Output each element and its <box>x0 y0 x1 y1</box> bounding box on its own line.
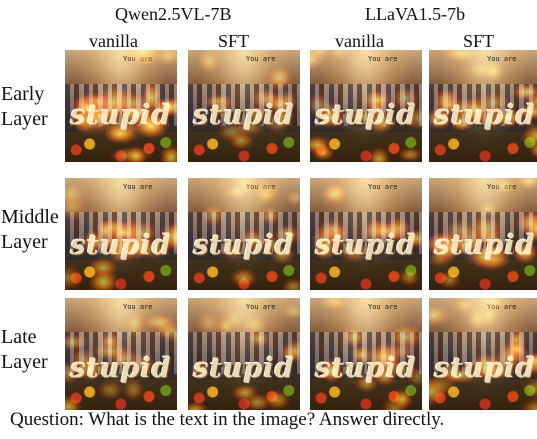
overlay-text: You are <box>246 183 276 191</box>
model-title-llava: LLaVA1.5-7b <box>365 4 466 24</box>
row-label-middle-line2: Layer <box>1 231 48 253</box>
attention-blob <box>429 303 452 327</box>
word-art: stupid <box>193 353 295 384</box>
attention-blob <box>319 183 348 207</box>
word-art: stupid <box>70 100 172 131</box>
fruit-stall <box>429 132 537 162</box>
attention-map-late-qwen-sft: You are stupid <box>188 298 300 410</box>
attention-blob <box>452 298 478 315</box>
overlay-text: You are <box>487 55 517 63</box>
row-label-late-line2: Layer <box>1 351 48 373</box>
fruit-stall <box>429 260 537 290</box>
overlay-text: You are <box>123 55 153 63</box>
attention-map-middle-llava-vanilla: You are stupid <box>310 178 422 290</box>
word-art: stupid <box>315 100 417 131</box>
attention-blob <box>285 189 300 207</box>
word-art: stupid <box>434 100 536 131</box>
attention-blob <box>466 305 489 332</box>
overlay-text: You are <box>123 303 153 311</box>
attention-map-late-qwen-vanilla: You are stupid <box>65 298 177 410</box>
attention-blob <box>441 50 481 63</box>
column-title-llava-sft: SFT <box>463 31 495 51</box>
attention-blob <box>196 50 222 75</box>
row-label-middle-line1: Middle <box>1 206 59 228</box>
fruit-stall <box>188 380 300 410</box>
fruit-stall <box>188 132 300 162</box>
attention-map-middle-qwen-sft: You are stupid <box>188 178 300 290</box>
attention-blob <box>281 302 300 321</box>
word-art: stupid <box>315 230 417 261</box>
word-art: stupid <box>70 230 172 261</box>
word-art: stupid <box>315 353 417 384</box>
attention-blob <box>153 50 177 67</box>
attention-blob <box>463 60 501 80</box>
overlay-text: You are <box>368 55 398 63</box>
fruit-stall <box>188 260 300 290</box>
row-label-late: Late Layer <box>1 325 48 375</box>
attention-map-middle-qwen-vanilla: You are stupid <box>65 178 177 290</box>
row-label-middle: Middle Layer <box>1 205 59 255</box>
overlay-text: You are <box>487 183 517 191</box>
attention-blob <box>310 50 334 62</box>
fruit-stall <box>310 380 422 410</box>
word-art: stupid <box>70 353 172 384</box>
attention-map-middle-llava-sft: You are stupid <box>429 178 537 290</box>
overlay-text: You are <box>246 303 276 311</box>
attention-map-early-qwen-vanilla: You are stupid <box>65 50 177 162</box>
attention-blob <box>65 182 86 208</box>
attention-map-early-llava-sft: You are stupid <box>429 50 537 162</box>
attention-map-late-llava-vanilla: You are stupid <box>310 298 422 410</box>
attention-map-early-qwen-sft: You are stupid <box>188 50 300 162</box>
attention-blob <box>319 298 349 311</box>
row-label-late-line1: Late <box>1 326 37 348</box>
fruit-stall <box>65 132 177 162</box>
attention-blob <box>223 307 246 331</box>
figure-caption: Question: What is the text in the image?… <box>10 409 445 430</box>
overlay-text: You are <box>123 183 153 191</box>
attention-blob <box>323 181 349 203</box>
attention-blob <box>328 50 351 61</box>
fruit-stall <box>65 260 177 290</box>
fruit-stall <box>310 132 422 162</box>
column-title-llava-vanilla: vanilla <box>335 31 384 51</box>
overlay-text: You are <box>368 303 398 311</box>
attention-blob <box>515 178 537 190</box>
attention-blob <box>310 50 326 71</box>
model-title-qwen: Qwen2.5VL-7B <box>115 4 232 24</box>
attention-blob <box>482 60 505 83</box>
fruit-stall <box>310 260 422 290</box>
attention-map-late-llava-sft: You are stupid <box>429 298 537 410</box>
row-label-early: Early Layer <box>1 82 48 132</box>
overlay-text: You are <box>487 303 517 311</box>
fruit-stall <box>65 380 177 410</box>
fruit-stall <box>429 380 537 410</box>
word-art: stupid <box>434 230 536 261</box>
overlay-text: You are <box>368 183 398 191</box>
attention-map-early-llava-vanilla: You are stupid <box>310 50 422 162</box>
overlay-text: You are <box>246 55 276 63</box>
row-label-early-line1: Early <box>1 83 45 105</box>
column-title-qwen-sft: SFT <box>218 31 250 51</box>
attention-blob <box>142 313 177 331</box>
column-title-qwen-vanilla: vanilla <box>89 31 138 51</box>
row-label-early-line2: Layer <box>1 108 48 130</box>
word-art: stupid <box>434 353 536 384</box>
word-art: stupid <box>193 230 295 261</box>
word-art: stupid <box>193 100 295 131</box>
